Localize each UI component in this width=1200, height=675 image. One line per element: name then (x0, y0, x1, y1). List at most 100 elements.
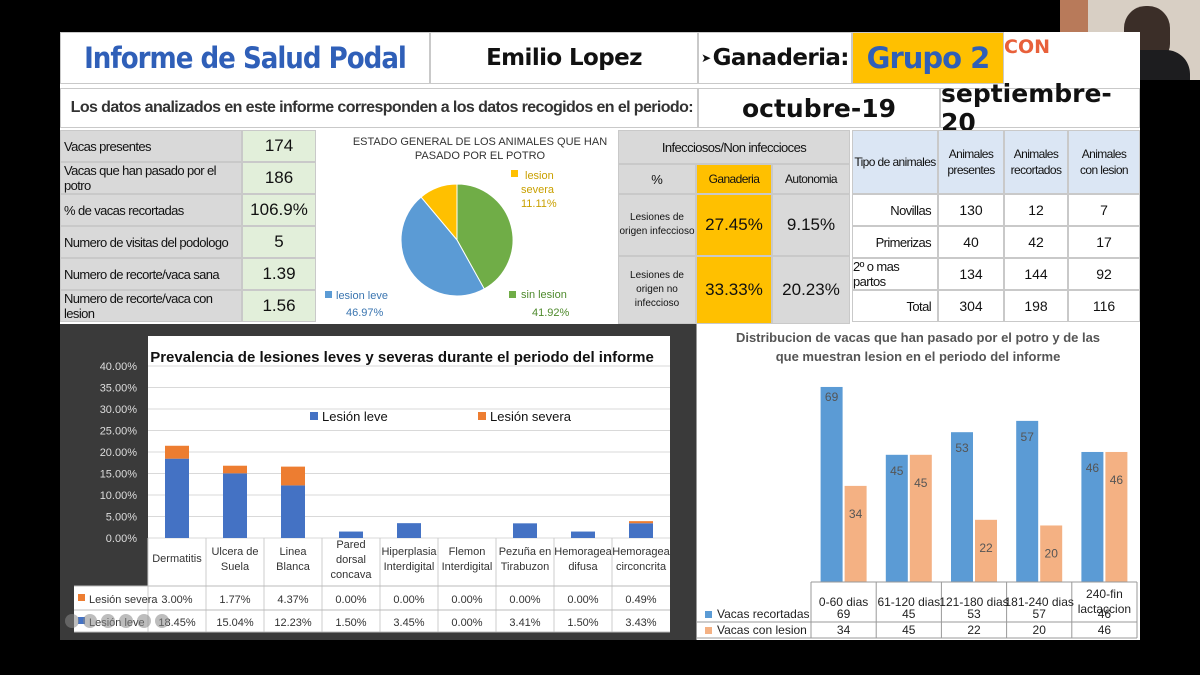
dist-bar-label: 22 (979, 541, 993, 555)
category-label: Linea (280, 546, 308, 558)
dist-table-value: 46 (1098, 623, 1112, 637)
y-tick-label: 5.00% (106, 512, 137, 524)
col-ganaderia: Ganaderia (696, 164, 772, 194)
summary-value: 1.56 (242, 290, 316, 322)
category-label: difusa (568, 561, 598, 573)
period-end: septiembre-20 (940, 79, 1140, 137)
row-label-l1: Lesiones de (630, 270, 684, 281)
category-label: Hiperplasia (381, 546, 437, 558)
summary-label: Numero de recorte/vaca sana (60, 258, 242, 290)
ganaderia-label-text: Ganaderia: (712, 45, 850, 71)
prevalence-chart-panel: 0.00% 5.00% 10.00% 15.00% 20.00% 25.00% 30.00%… (60, 324, 696, 640)
pie-label-severa-2: severa (521, 184, 555, 196)
slides-grid-icon[interactable] (119, 614, 133, 628)
animals-cell: 17 (1068, 226, 1140, 258)
y-tick-label: 25.00% (100, 426, 138, 438)
pie-label-severa-1: lesion (525, 170, 554, 182)
prev-legend-leve: Lesión leve (322, 409, 388, 424)
bar-severa (281, 466, 305, 486)
table-value: 1.77% (219, 594, 250, 606)
table-value: 12.23% (274, 617, 312, 629)
category-label: Blanca (276, 561, 311, 573)
table-value: 3.43% (625, 617, 656, 629)
dist-table-value: 22 (967, 623, 981, 637)
dist-table-value: 53 (967, 607, 981, 621)
table-value: 3.41% (509, 617, 540, 629)
animals-cell: 198 (1004, 290, 1068, 322)
summary-label: Vacas presentes (60, 130, 242, 162)
category-label: Tirabuzon (501, 561, 550, 573)
y-tick-label: 30.00% (100, 404, 138, 416)
summary-value: 1.39 (242, 258, 316, 290)
y-tick-label: 10.00% (100, 490, 138, 502)
table-value: 0.00% (451, 594, 482, 606)
period-start: octubre-19 (698, 88, 940, 128)
summary-value: 174 (242, 130, 316, 162)
bar-leve (223, 473, 247, 538)
summary-table: Vacas presentes 174 Vacas que han pasado… (60, 130, 316, 324)
category-label: circoncrita (616, 561, 667, 573)
dist-table-value: 45 (902, 607, 916, 621)
bar-leve (281, 485, 305, 538)
animals-col-tipo: Tipo de animales (852, 130, 938, 194)
bar-severa (223, 465, 247, 474)
animals-cell: 7 (1068, 194, 1140, 226)
table-legend-key (78, 594, 85, 601)
prev-table-bg (148, 538, 670, 632)
dist-table-value: 46 (1098, 607, 1112, 621)
table-value: 0.00% (567, 594, 598, 606)
prev-slide-icon[interactable] (65, 614, 79, 628)
animals-cell: 12 (1004, 194, 1068, 226)
period-description: Los datos analizados en este informe cor… (60, 88, 698, 128)
animals-row-label: Novillas (852, 194, 938, 226)
y-tick-label: 40.00% (100, 361, 138, 373)
dist-series-label: Vacas recortadas (717, 607, 810, 621)
legend-key-leve (325, 291, 332, 298)
autonomia-no-infeccioso: 20.23% (772, 256, 850, 324)
report-title: Informe de Salud Podal (60, 32, 430, 84)
bar-leve (339, 531, 363, 538)
animals-table: Tipo de animales Animales presentes Anim… (852, 130, 1140, 324)
pie-label-sin: sin lesion (521, 289, 567, 301)
col-autonomia: Autonomia (772, 164, 850, 194)
more-options-icon[interactable] (155, 614, 169, 628)
infectious-table: Infecciosos/Non infeccioces % Ganaderia … (618, 130, 850, 324)
infectious-header: Infecciosos/Non infeccioces (618, 130, 850, 164)
category-label: Interdigital (442, 561, 493, 573)
pie-slice (456, 183, 514, 290)
summary-value: 186 (242, 162, 316, 194)
pie-slice (400, 196, 485, 297)
bar-leve (165, 458, 189, 538)
report-sheet: Informe de Salud Podal Emilio Lopez ➤ Ga… (60, 32, 1140, 640)
animals-cell: 42 (1004, 226, 1068, 258)
next-slide-icon[interactable] (83, 614, 97, 628)
y-tick-label: 15.00% (100, 469, 138, 481)
y-tick-label: 20.00% (100, 447, 138, 459)
animals-row-label: Primerizas (852, 226, 938, 258)
bar-leve (513, 523, 537, 538)
pie-chart-panel: ESTADO GENERAL DE LOS ANIMALES QUE HAN P… (318, 128, 616, 324)
dist-bar (1040, 525, 1063, 582)
pie-label-leve: lesion leve (336, 290, 388, 302)
bar-leve (571, 531, 595, 538)
pen-icon[interactable] (101, 614, 115, 628)
animals-cell: 144 (1004, 258, 1068, 290)
table-value: 3.45% (393, 617, 424, 629)
slide-toolbar[interactable] (65, 614, 169, 628)
distribution-chart-panel: Distribucion de vacas que han pasado por… (696, 324, 1140, 640)
animals-cell: 134 (938, 258, 1004, 290)
y-tick-label: 0.00% (106, 533, 137, 545)
dist-category-label: 121-180 dias (939, 595, 1008, 609)
dist-category-label: 240-fin (1086, 587, 1123, 601)
dist-bar (1016, 420, 1039, 582)
table-series-label: Lesión leve (89, 617, 145, 629)
table-value: 0.00% (509, 594, 540, 606)
table-series-label: Lesión severa (89, 594, 158, 606)
prev-title: Prevalencia de lesiones leves y severas … (150, 349, 654, 366)
dist-category-label: 0-60 dias (819, 595, 868, 609)
dist-category-label: 181-240 dias (1005, 595, 1074, 609)
zoom-icon[interactable] (137, 614, 151, 628)
dist-category-label: lactaccion (1078, 602, 1131, 616)
animals-row-label: 2º o mas partos (852, 258, 938, 290)
autonomia-infeccioso: 9.15% (772, 194, 850, 256)
